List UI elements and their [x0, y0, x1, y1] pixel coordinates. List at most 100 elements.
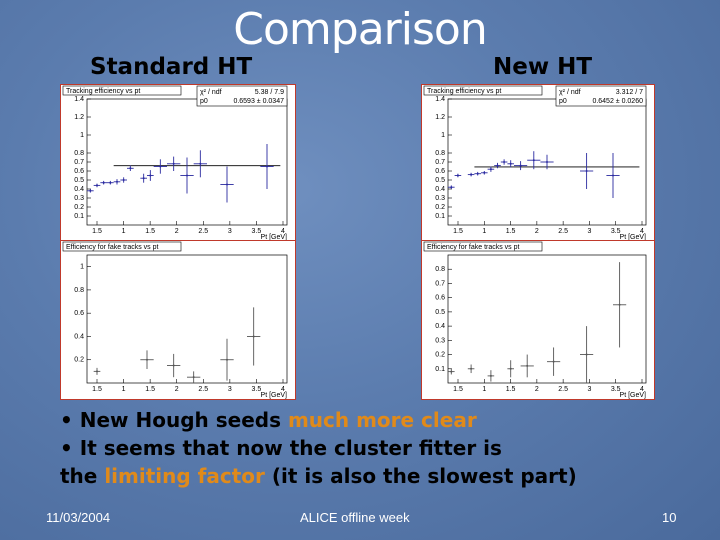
bullet-list: • New Hough seeds much more clear • It s…: [60, 406, 700, 490]
plot-frame: [447, 254, 647, 384]
data-point: [107, 180, 114, 185]
x-tick-label: 4: [281, 386, 285, 393]
point-marker: [172, 162, 175, 165]
y-tick-label: 0.4: [74, 333, 84, 340]
highlighted-text: limiting factor: [104, 464, 265, 488]
x-tick-label: 1.5: [92, 386, 102, 393]
point-marker: [470, 173, 473, 176]
point-marker: [102, 181, 105, 184]
point-marker: [226, 183, 228, 186]
y-tick-label: 0.2: [74, 357, 84, 364]
data-point: [540, 154, 554, 170]
highlighted-text: much more clear: [287, 408, 477, 432]
x-axis-label: Pt [GeV]: [261, 392, 288, 399]
data-point: [100, 180, 107, 185]
data-point: [167, 353, 181, 378]
left-efficiency-plot: Tracking efficiency vs pt 0.1 0.2 0.3 0.4 0.5…: [62, 85, 288, 241]
y-tick-label: 0.6: [74, 310, 84, 317]
point-marker: [450, 370, 453, 373]
data-point: [127, 165, 134, 171]
x-tick-label: 3: [228, 386, 232, 393]
y-tick-label: 1.2: [74, 114, 84, 121]
stats-label: χ² / ndf: [200, 89, 222, 96]
point-marker: [252, 335, 255, 338]
stats-label: p0: [559, 98, 567, 105]
plot-title-box: [423, 241, 543, 252]
y-tick-label: 0.4: [74, 186, 84, 193]
y-tick-label: 1: [80, 264, 84, 271]
data-point: [494, 162, 501, 169]
y-tick-label: 0.6: [435, 168, 445, 175]
plot-title-box: [62, 85, 182, 96]
stats-label: χ² / ndf: [559, 89, 581, 96]
footer-date: 11/03/2004: [46, 510, 111, 525]
point-marker: [172, 364, 175, 367]
plot-title: Tracking efficiency vs pt: [427, 88, 501, 95]
y-tick-label: 0.5: [435, 177, 445, 184]
data-point: [187, 371, 201, 383]
point-marker: [585, 170, 588, 172]
y-tick-label: 0.3: [435, 337, 445, 344]
point-marker: [546, 161, 548, 163]
data-point: [260, 144, 274, 189]
point-marker: [116, 180, 118, 183]
plot-title-box: [423, 85, 543, 96]
y-tick-label: 0.2: [435, 204, 445, 211]
x-tick-label: 1: [122, 228, 126, 235]
y-tick-label: 0.3: [74, 195, 84, 202]
data-point: [180, 157, 194, 194]
stats-value: 3.312 / 7: [616, 89, 643, 96]
point-marker: [96, 184, 98, 187]
point-marker: [489, 374, 492, 377]
y-tick-label: 1: [441, 132, 445, 139]
stats-box: [555, 85, 647, 107]
data-point: [454, 173, 462, 178]
y-tick-label: 0.8: [435, 266, 445, 273]
point-marker: [450, 186, 453, 189]
data-point: [507, 360, 514, 378]
x-tick-label: 3: [587, 228, 591, 235]
data-point: [448, 368, 455, 375]
x-tick-label: 1.5: [92, 228, 102, 235]
data-point: [193, 150, 207, 178]
right-heading: New HT: [493, 54, 593, 80]
point-marker: [489, 168, 492, 171]
y-tick-label: 0.1: [435, 366, 445, 373]
point-marker: [509, 367, 512, 370]
point-marker: [146, 358, 148, 361]
x-tick-label: 4: [640, 386, 644, 393]
right-fake-panel: Efficiency for fake tracks vs pt 0.1 0.2 0.…: [421, 240, 655, 400]
point-marker: [470, 367, 473, 370]
x-tick-label: 3: [228, 228, 232, 235]
plot-title: Efficiency for fake tracks vs pt: [66, 244, 159, 251]
y-tick-label: 0.2: [435, 352, 445, 359]
data-point: [500, 159, 508, 165]
point-marker: [509, 162, 512, 165]
x-tick-label: 2: [175, 228, 179, 235]
y-tick-label: 1.2: [435, 114, 445, 121]
right-efficiency-panel: Tracking efficiency vs pt 0.1 0.2 0.3 0.4 0.5…: [421, 84, 655, 242]
x-axis-label: Pt [GeV]: [620, 234, 647, 241]
point-marker: [149, 174, 152, 177]
x-tick-label: 1: [122, 386, 126, 393]
x-tick-label: 2.5: [558, 386, 568, 393]
x-tick-label: 2.5: [198, 386, 208, 393]
point-marker: [496, 164, 499, 167]
x-tick-label: 3.5: [611, 228, 621, 235]
y-tick-label: 0.7: [435, 280, 445, 287]
y-tick-label: 0.4: [435, 186, 445, 193]
point-marker: [129, 167, 132, 170]
y-tick-label: 0.5: [435, 309, 445, 316]
x-tick-label: 2.5: [558, 228, 568, 235]
stats-value: 0.6593 ± 0.0347: [233, 98, 284, 105]
point-marker: [483, 171, 486, 174]
point-marker: [503, 161, 506, 163]
footer-event: ALICE offline week: [300, 510, 410, 525]
x-tick-label: 1.5: [145, 386, 155, 393]
left-fake-panel: Efficiency for fake tracks vs pt 0.2 0.4 0.…: [60, 240, 296, 400]
x-tick-label: 3: [587, 386, 591, 393]
point-marker: [159, 165, 162, 168]
data-point: [487, 166, 495, 172]
data-point: [93, 367, 101, 375]
plot-title: Efficiency for fake tracks vs pt: [427, 244, 520, 251]
